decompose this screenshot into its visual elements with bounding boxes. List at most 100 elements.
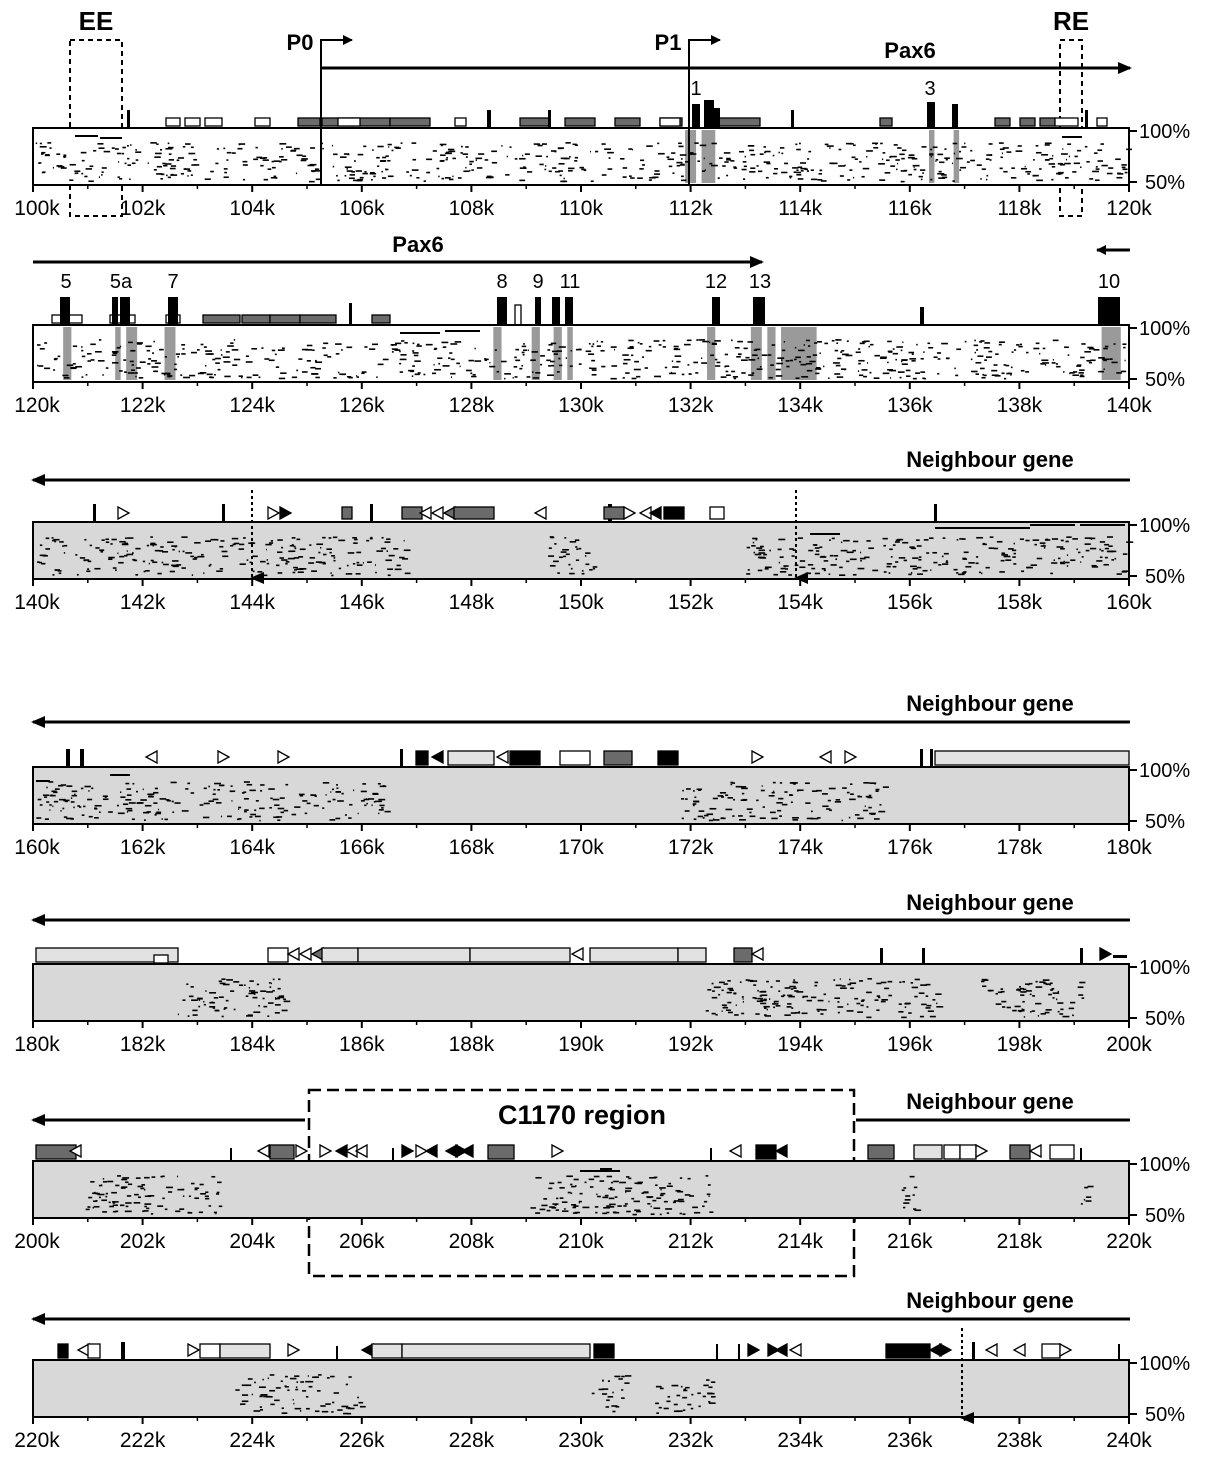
identity-dash [982, 985, 987, 988]
identity-dash [756, 799, 759, 802]
identity-dash [530, 359, 536, 361]
identity-dash [183, 168, 191, 170]
identity-dash [547, 374, 554, 377]
identity-dash [732, 376, 739, 378]
annotation-box [603, 506, 625, 520]
identity-dash [687, 364, 690, 366]
repeat-arrowhead [788, 1342, 802, 1358]
identity-dash [194, 542, 201, 544]
identity-dash [574, 1211, 581, 1214]
repeat-arrowhead [533, 505, 547, 521]
identity-dash [752, 537, 758, 540]
identity-dash [163, 563, 169, 566]
identity-dash [602, 1379, 604, 1382]
identity-dash [869, 343, 874, 346]
identity-dash [833, 554, 839, 557]
axis-tick-label: 110k [559, 197, 603, 220]
annotation-box [755, 1144, 777, 1160]
identity-dash [306, 802, 311, 805]
identity-dash [277, 539, 283, 541]
identity-dash [316, 543, 324, 546]
identity-dash [100, 551, 104, 553]
axis-tick-label: 170k [558, 836, 604, 859]
identity-dash [382, 156, 387, 159]
identity-dash [876, 1009, 880, 1012]
identity-dash [627, 347, 634, 350]
identity-dash [840, 549, 848, 552]
identity-dash [747, 341, 754, 343]
identity-dash [454, 341, 462, 343]
panel-120k-140k: Pax6 120k 122k 124k 126k 128k 130k 132k 134k 136… [14, 232, 1190, 417]
identity-dash [644, 367, 649, 369]
identity-dash [353, 1404, 359, 1407]
identity-dash [63, 154, 67, 157]
identity-dash [652, 176, 659, 179]
identity-dash [810, 169, 814, 172]
identity-dash [1108, 550, 1114, 553]
identity-dash [784, 791, 788, 793]
identity-dash [1035, 980, 1038, 983]
identity-dash [38, 162, 40, 164]
identity-dash [470, 372, 473, 375]
identity-dash [402, 558, 409, 560]
identity-dash [158, 550, 164, 552]
identity-dash [233, 981, 240, 983]
identity-dash [442, 346, 445, 349]
identity-dash [1087, 1185, 1089, 1188]
identity-dash [136, 367, 141, 369]
axis-1: 100k 102k 104k 106k 108k 110k 112k 114k 116k 118k… [14, 121, 1190, 220]
identity-dash [377, 782, 381, 785]
identity-dash [38, 162, 42, 164]
repeat-arrowhead [750, 946, 764, 962]
identity-dash [988, 547, 995, 549]
identity-dash [807, 345, 811, 347]
identity-dash [815, 372, 820, 375]
identity-dash [127, 372, 135, 374]
identity-dash [908, 573, 912, 576]
identity-dash [711, 164, 718, 167]
identity-dash [277, 996, 285, 999]
identity-dash [930, 148, 933, 151]
identity-dash [1026, 566, 1033, 569]
identity-dash [337, 800, 344, 802]
identity-dash [725, 808, 733, 811]
identity-dash [254, 809, 257, 812]
identity-dash [708, 1400, 711, 1403]
identity-dash [1055, 998, 1058, 1001]
identity-dash [76, 573, 79, 576]
identity-dash [1098, 370, 1105, 373]
identity-dash [760, 994, 768, 997]
identity-dash [732, 815, 735, 817]
identity-dash [925, 983, 931, 986]
identity-dash [224, 1007, 228, 1009]
identity-dash [679, 1177, 683, 1179]
identity-dash [590, 180, 594, 183]
identity-dash [801, 376, 809, 378]
identity-dash [186, 983, 189, 986]
identity-dash [749, 980, 754, 982]
identity-dash [259, 1395, 263, 1398]
identity-dash [851, 156, 856, 159]
identity-dash [1072, 538, 1078, 540]
identity-dash [730, 781, 734, 784]
identity-dash [815, 368, 822, 370]
identity-dash [472, 373, 476, 376]
identity-dash [53, 800, 59, 803]
identity-dash [678, 142, 682, 145]
identity-dash [1070, 559, 1076, 562]
identity-dash [143, 1210, 149, 1212]
identity-dash [352, 536, 358, 539]
identity-dash [1051, 538, 1059, 540]
identity-dash [692, 1206, 698, 1209]
identity-dash [725, 1009, 731, 1012]
identity-dash [229, 790, 236, 793]
identity-dash [311, 373, 318, 375]
identity-dash [98, 1196, 101, 1199]
identity-dash [692, 803, 697, 805]
identity-dash [1067, 143, 1072, 145]
identity-dash [1043, 547, 1046, 549]
identity-dash [305, 1396, 309, 1398]
identity-dash [281, 148, 283, 150]
identity-dash [382, 177, 387, 179]
identity-dash [833, 979, 836, 981]
